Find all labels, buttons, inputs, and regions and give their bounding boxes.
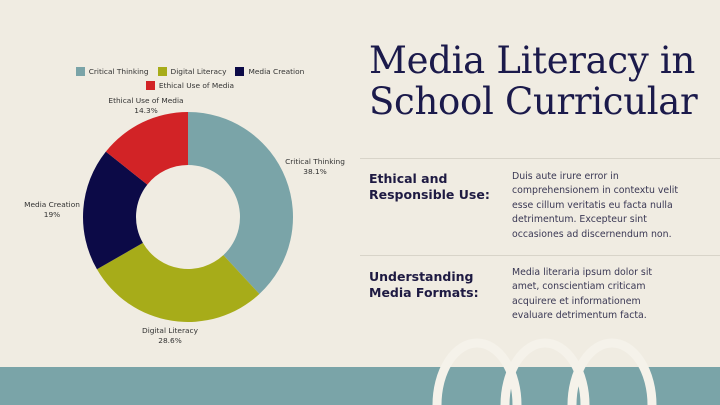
legend-swatch-icon bbox=[157, 66, 167, 76]
slice-label-ethical-use: Ethical Use of Media 14.3% bbox=[108, 96, 183, 116]
body-line: detrimentum. Excepteur sint bbox=[512, 214, 647, 226]
page-title: Media Literacy in School Curricular bbox=[369, 39, 698, 123]
legend-swatch-icon bbox=[235, 66, 245, 76]
donut-slice-ethical-use-of-media bbox=[105, 112, 188, 185]
body-line: acquirere et informationem bbox=[512, 295, 641, 307]
donut-slices bbox=[82, 112, 294, 323]
legend-item-ethical-use: Ethical Use of Media bbox=[145, 80, 235, 90]
legend-item-media-creation: Media Creation bbox=[235, 66, 305, 76]
donut-slice-media-creation bbox=[82, 151, 148, 270]
heading-line: Responsible Use: bbox=[369, 187, 490, 202]
chart-legend: Critical Thinking Digital Literacy Media… bbox=[60, 64, 320, 92]
body-line: comprehensionem in contextu velit bbox=[512, 185, 679, 197]
section-heading-ethical: Ethical and Responsible Use: bbox=[369, 171, 490, 203]
legend-swatch-icon bbox=[145, 80, 155, 90]
divider bbox=[360, 158, 720, 159]
footer-band bbox=[0, 367, 720, 405]
slice-label-value: 28.6% bbox=[158, 336, 182, 345]
slice-label-digital-literacy: Digital Literacy 28.6% bbox=[142, 326, 198, 346]
legend-swatch-icon bbox=[75, 66, 85, 76]
legend-item-digital-literacy: Digital Literacy bbox=[157, 66, 227, 76]
body-line: occasiones ad discernendum non. bbox=[512, 228, 672, 240]
donut-chart bbox=[82, 112, 294, 323]
legend-label: Digital Literacy bbox=[170, 66, 227, 76]
legend-label: Ethical Use of Media bbox=[158, 80, 235, 90]
slice-label-value: 14.3% bbox=[134, 106, 158, 115]
body-line: amet, conscientiam criticam bbox=[512, 281, 646, 293]
section-body-formats: Media literaria ipsum dolor sit amet, co… bbox=[512, 266, 717, 324]
body-line: Media literaria ipsum dolor sit bbox=[512, 267, 653, 278]
slice-label-value: 19% bbox=[43, 210, 61, 219]
section-body-ethical: Duis aute irure error in comprehensionem… bbox=[512, 170, 717, 242]
legend-label: Media Creation bbox=[248, 66, 305, 76]
slice-label-critical-thinking: Critical Thinking 38.1% bbox=[285, 157, 345, 177]
divider bbox=[360, 255, 720, 256]
slice-label-value: 38.1% bbox=[303, 167, 327, 176]
legend-item-critical-thinking: Critical Thinking bbox=[75, 66, 149, 76]
title-line-1: Media Literacy in bbox=[369, 39, 695, 82]
slice-label-name: Critical Thinking bbox=[285, 157, 345, 166]
heading-line: Ethical and bbox=[369, 171, 448, 186]
body-line: evaluare detrimentum facta. bbox=[512, 310, 647, 322]
heading-line: Media Formats: bbox=[369, 285, 479, 300]
donut-slice-critical-thinking bbox=[188, 112, 294, 294]
section-heading-formats: Understanding Media Formats: bbox=[369, 269, 479, 301]
title-line-2: School Curricular bbox=[369, 80, 698, 123]
body-line: esse cillum veritatis eu facta nulla bbox=[512, 199, 673, 211]
legend-row-1: Critical Thinking Digital Literacy Media… bbox=[60, 64, 320, 78]
legend-row-2: Ethical Use of Media bbox=[60, 78, 320, 92]
donut-slice-digital-literacy bbox=[96, 242, 260, 323]
slice-label-name: Ethical Use of Media bbox=[108, 96, 184, 105]
body-line: Duis aute irure error in bbox=[512, 171, 619, 182]
slice-label-name: Media Creation bbox=[24, 200, 80, 209]
legend-label: Critical Thinking bbox=[88, 66, 149, 76]
slice-label-name: Digital Literacy bbox=[142, 326, 198, 335]
slice-label-media-creation: Media Creation 19% bbox=[24, 200, 80, 220]
heading-line: Understanding bbox=[369, 269, 474, 284]
